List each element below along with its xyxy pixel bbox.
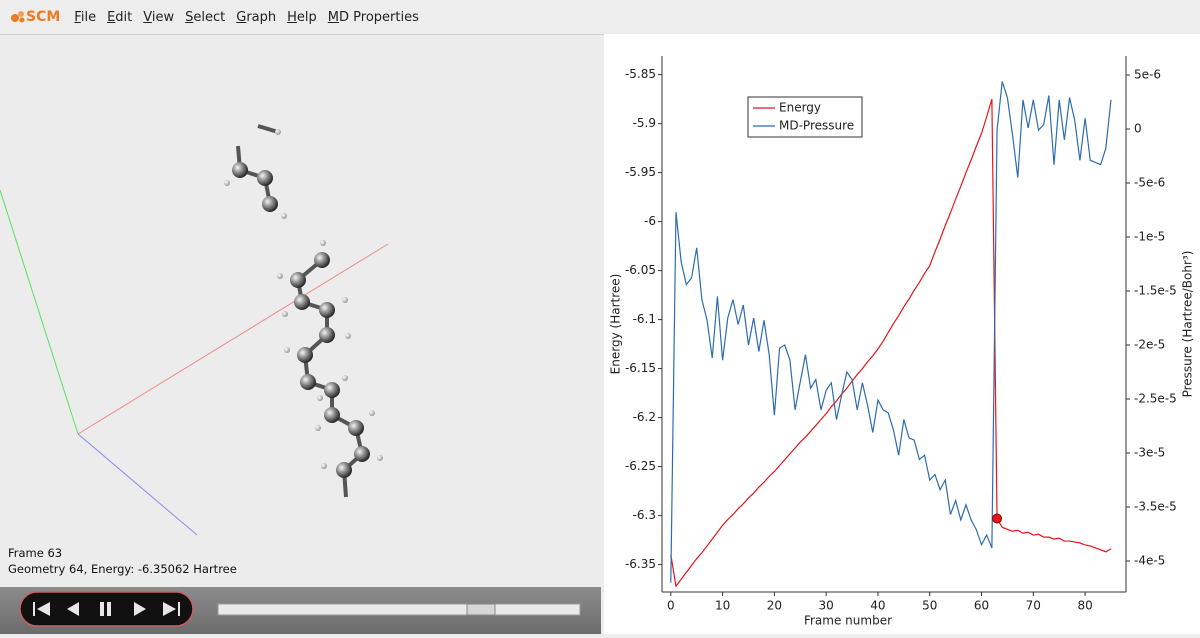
x-tick-label: 40	[870, 599, 885, 613]
x-tick-label: 70	[1026, 599, 1041, 613]
y-tick-label: -5.95	[625, 165, 656, 179]
legend-box	[747, 96, 863, 138]
x-tick-label: 0	[667, 599, 675, 613]
y2-tick-label: 5e-6	[1134, 68, 1161, 82]
y2-tick-label: -5e-6	[1134, 176, 1165, 190]
geometry-info: Geometry 64, Energy: -6.35062 Hartree	[8, 562, 237, 576]
y2-tick-label: -3.5e-5	[1134, 500, 1177, 514]
y2-tick-label: -2.5e-5	[1134, 392, 1177, 406]
button-group	[19, 591, 194, 627]
playback-bar	[0, 587, 601, 634]
y-tick-label: -5.85	[625, 67, 656, 81]
axis-y	[0, 189, 79, 435]
y-tick-label: -6.05	[625, 263, 656, 277]
chart: Frame number Energy (Hartree) Pressure (…	[604, 34, 1200, 634]
y-tick-label: -6.2	[633, 410, 656, 424]
menu-item[interactable]: Select	[185, 9, 226, 25]
menu-item[interactable]: MD Properties	[327, 9, 419, 25]
y-axis-label: Energy (Hartree)	[609, 274, 623, 375]
last-frame-button[interactable]	[163, 602, 180, 616]
viewer-info: Frame 63 Geometry 64, Energy: -6.35062 H…	[8, 545, 237, 577]
axis-z	[77, 433, 198, 536]
logo-text: SCM	[26, 9, 61, 25]
menu-item[interactable]: Graph	[236, 9, 277, 25]
x-tick-label: 10	[715, 599, 730, 613]
axis-x	[77, 243, 389, 435]
molecule-scene	[0, 124, 389, 536]
menu-bar: SCM File Edit View Select Graph Help MD Proper…	[0, 0, 1200, 35]
x-axis-label: Frame number	[804, 614, 892, 628]
y-tick-label: -6.1	[633, 312, 656, 326]
next-button[interactable]	[134, 602, 146, 616]
legend-label: MD-Pressure	[779, 119, 854, 133]
carbon-atoms	[232, 162, 370, 478]
y-tick-label: -6	[644, 214, 656, 228]
series-line	[670, 81, 1112, 583]
molecule-viewer[interactable]: Frame 63 Geometry 64, Energy: -6.35062 H…	[0, 35, 601, 587]
menu-item[interactable]: Edit	[107, 9, 133, 25]
frame-slider[interactable]	[217, 603, 581, 616]
y-tick-label: -6.15	[625, 361, 656, 375]
frame-label: Frame 63	[8, 546, 63, 560]
y2-tick-label: 0	[1134, 122, 1142, 136]
slider-thumb[interactable]	[466, 603, 496, 616]
y-tick-label: -6.25	[625, 459, 656, 473]
y2-tick-label: -2e-5	[1134, 338, 1165, 352]
bonds	[236, 124, 364, 498]
hydrogen-atoms	[224, 129, 383, 469]
series-line	[670, 98, 1112, 588]
y2-tick-label: -3e-5	[1134, 446, 1165, 460]
x-tick-label: 20	[767, 599, 782, 613]
previous-button[interactable]	[67, 602, 79, 616]
logo-icon	[11, 11, 25, 23]
first-frame-button[interactable]	[33, 602, 50, 616]
playback-controls	[19, 591, 581, 627]
logo[interactable]: SCM	[10, 9, 60, 25]
x-tick-label: 80	[1077, 599, 1092, 613]
menu-item[interactable]: View	[143, 9, 175, 25]
x-tick-label: 50	[922, 599, 937, 613]
legend-label: Energy	[779, 101, 821, 115]
y2-tick-label: -1e-5	[1134, 230, 1165, 244]
y-tick-label: -6.35	[625, 557, 656, 571]
menu-item[interactable]: Help	[287, 9, 317, 25]
menu-item[interactable]: File	[74, 9, 97, 25]
x-tick-label: 30	[819, 599, 834, 613]
legend: Energy MD-Pressure	[747, 96, 863, 138]
buttons	[33, 602, 180, 616]
y-tick-label: -5.9	[633, 116, 656, 130]
x-tick-label: 60	[974, 599, 989, 613]
current-frame-marker	[992, 513, 1003, 524]
pause-button[interactable]	[100, 602, 111, 616]
y2-tick-label: -4e-5	[1134, 554, 1165, 568]
y2-axis-label: Pressure (Hartree/Bohr³)	[1181, 251, 1195, 398]
y-tick-label: -6.3	[633, 508, 656, 522]
y2-tick-label: -1.5e-5	[1134, 284, 1177, 298]
